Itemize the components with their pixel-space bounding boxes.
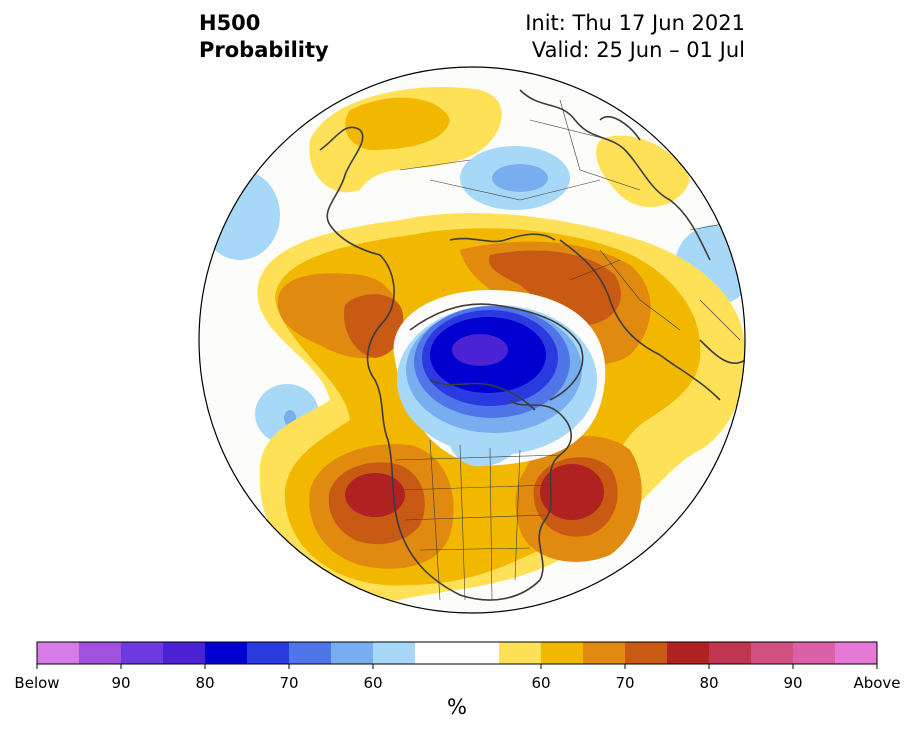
colorbar-cell	[625, 642, 668, 664]
colorbar-tick-label: 90	[111, 674, 131, 692]
colorbar-tick-label: 60	[531, 674, 551, 692]
title-variable: H500	[199, 11, 261, 35]
colorbar-cell	[415, 642, 458, 664]
colorbar-cell	[247, 642, 290, 664]
polar-map	[198, 66, 746, 614]
colorbar-cell	[457, 642, 500, 664]
colorbar-cell	[331, 642, 374, 664]
colorbar-cell	[835, 642, 878, 664]
political-borders	[394, 99, 745, 601]
colorbar-cell	[163, 642, 206, 664]
colorbar-tick-label: 80	[699, 674, 719, 692]
colorbar-tick-label: 70	[279, 674, 299, 692]
coastlines	[319, 89, 745, 601]
colorbar-tick-label: 60	[363, 674, 383, 692]
colorbar-cell	[205, 642, 248, 664]
colorbar-cell	[793, 642, 836, 664]
colorbar-cells	[37, 642, 878, 664]
colorbar-cell	[79, 642, 122, 664]
colorbar-cell	[667, 642, 710, 664]
colorbar-cell	[121, 642, 164, 664]
colorbar-cell	[709, 642, 752, 664]
above-region-europe	[489, 250, 621, 326]
colorbar-tick-label: 80	[195, 674, 215, 692]
title-left: H500 Probability	[199, 10, 329, 64]
above-region-atlantic	[540, 464, 604, 520]
probability-field	[199, 67, 745, 613]
title-type: Probability	[199, 38, 329, 62]
colorbar-unit: %	[447, 695, 467, 719]
colorbar-cell	[37, 642, 80, 664]
colorbar-frame	[36, 641, 878, 665]
colorbar-cell	[373, 642, 416, 664]
colorbar-cell	[751, 642, 794, 664]
init-date: Init: Thu 17 Jun 2021	[525, 11, 745, 35]
colorbar-cell	[541, 642, 584, 664]
colorbar-cell	[499, 642, 542, 664]
colorbar-cell	[583, 642, 626, 664]
colorbar-tick-label: 70	[615, 674, 635, 692]
title-right: Init: Thu 17 Jun 2021 Valid: 25 Jun – 01…	[525, 10, 745, 64]
blue-region-west	[200, 170, 280, 260]
above-region-western-na	[345, 473, 405, 517]
colorbar-tick-label: 90	[783, 674, 803, 692]
colorbar-cell	[289, 642, 332, 664]
colorbar-tick-label: Above	[853, 674, 901, 692]
colorbar-ticks	[36, 664, 878, 669]
colorbar-tick-label: Below	[14, 674, 60, 692]
valid-range: Valid: 25 Jun – 01 Jul	[531, 38, 745, 62]
map-boundary	[198, 66, 746, 614]
